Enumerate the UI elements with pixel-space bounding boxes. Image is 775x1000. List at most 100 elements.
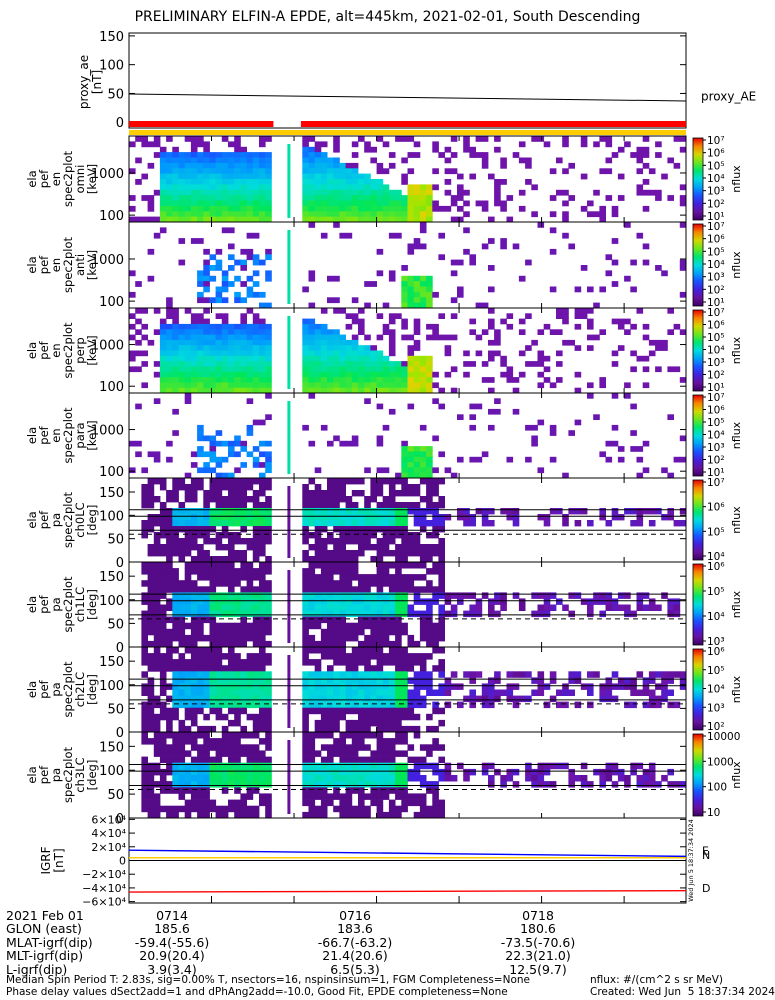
heatmap-cell (636, 152, 644, 158)
heatmap-cell (159, 205, 167, 212)
heatmap-cell (234, 435, 241, 442)
heatmap-cell (302, 361, 309, 367)
heatmap-cell (240, 762, 247, 770)
heatmap-cell (426, 713, 433, 721)
heatmap-cell (252, 683, 260, 690)
heatmap-cell (382, 200, 390, 207)
heatmap-cell (209, 695, 217, 703)
heatmap-cell (351, 508, 359, 515)
heatmap-cell (351, 173, 359, 180)
heatmap-cell (252, 382, 260, 389)
heatmap-cell (370, 355, 377, 362)
heatmap-cell (531, 339, 538, 346)
heatmap-cell (215, 189, 223, 196)
y-tick-label: 100 (99, 59, 124, 74)
heatmap-cell (320, 179, 328, 185)
heatmap-cell (450, 671, 458, 678)
heatmap-cell (401, 334, 408, 341)
heatmap-cell (184, 216, 192, 223)
heatmap-cell (178, 604, 186, 611)
heatmap-cell (432, 200, 439, 207)
heatmap-cell (265, 514, 272, 521)
colorbar-tick-label: 10 (707, 807, 720, 819)
heatmap-cell (457, 286, 464, 293)
heatmap-cell (376, 490, 384, 497)
heatmap-cell (327, 532, 334, 539)
heatmap-cell (333, 568, 340, 575)
heatmap-cell (252, 719, 260, 727)
heatmap-cell (364, 520, 371, 527)
heatmap-cell (611, 205, 619, 212)
heatmap-cell (438, 622, 445, 630)
heatmap-cell (190, 387, 198, 394)
heatmap-cell (469, 695, 476, 703)
heatmap-cell (252, 211, 260, 218)
heatmap-cell (308, 805, 316, 813)
heatmap-cell (308, 762, 316, 770)
heatmap-cell (469, 329, 476, 335)
heatmap-cell (287, 316, 291, 389)
heatmap-cell (228, 173, 235, 180)
heatmap-cell (308, 157, 316, 164)
heatmap-cell (184, 768, 192, 776)
heatmap-cell (407, 707, 415, 715)
heatmap-cell (287, 570, 291, 643)
heatmap-cell (401, 490, 408, 497)
heatmap-cell (246, 157, 254, 164)
heatmap-cell (667, 604, 674, 611)
heatmap-cell (339, 514, 346, 521)
heatmap-cell (587, 781, 594, 788)
heatmap-cell (648, 695, 656, 703)
heatmap-cell (364, 768, 371, 776)
heatmap-cell (450, 270, 458, 277)
heatmap-cell (407, 403, 415, 410)
colorbar-tick-label: 10⁵ (707, 332, 725, 344)
heatmap-cell (166, 805, 173, 813)
heatmap-cell (327, 586, 334, 593)
heatmap-cell (475, 456, 483, 463)
heatmap-cell (599, 136, 606, 142)
heatmap-cell (302, 323, 309, 330)
heatmap-cell (605, 598, 613, 605)
heatmap-cell (370, 281, 377, 287)
heatmap-cell (351, 200, 359, 207)
heatmap-cell (549, 329, 557, 335)
heatmap-cell (228, 189, 235, 196)
heatmap-cell (370, 598, 377, 605)
heatmap-cell (159, 339, 167, 346)
heatmap-cell (190, 179, 198, 185)
heatmap-cell (444, 467, 452, 474)
heatmap-cell (333, 361, 340, 367)
heatmap-cell (203, 308, 210, 314)
heatmap-cell (512, 781, 520, 788)
heatmap-cell (636, 446, 644, 452)
heatmap-cell (259, 738, 266, 745)
heatmap-cell (172, 430, 179, 436)
heatmap-cell (209, 640, 217, 648)
heatmap-cell (401, 604, 408, 611)
heatmap-cell (549, 430, 557, 436)
heatmap-cell (407, 361, 415, 367)
heatmap-cell (147, 544, 155, 551)
y-tick-label: 100 (99, 380, 124, 395)
heatmap-cell (611, 393, 619, 399)
heatmap-cell (426, 323, 433, 330)
heatmap-cell (215, 580, 223, 587)
heatmap-cell (166, 732, 173, 739)
heatmap-cell (320, 610, 328, 618)
heatmap-cell (605, 141, 613, 148)
heatmap-cell (184, 574, 192, 581)
heatmap-cell (438, 550, 445, 557)
heatmap-cell (190, 361, 198, 367)
heatmap-cell (413, 659, 421, 666)
heatmap-cell (401, 371, 408, 378)
heatmap-cell (265, 478, 272, 485)
heatmap-cell (240, 211, 247, 218)
heatmap-cell (259, 580, 266, 587)
heatmap-cell (407, 446, 415, 452)
heatmap-cell (221, 205, 229, 212)
heatmap-cell (197, 707, 204, 715)
heatmap-cell (129, 440, 136, 447)
heatmap-cell (636, 184, 644, 191)
heatmap-cell (314, 732, 322, 739)
